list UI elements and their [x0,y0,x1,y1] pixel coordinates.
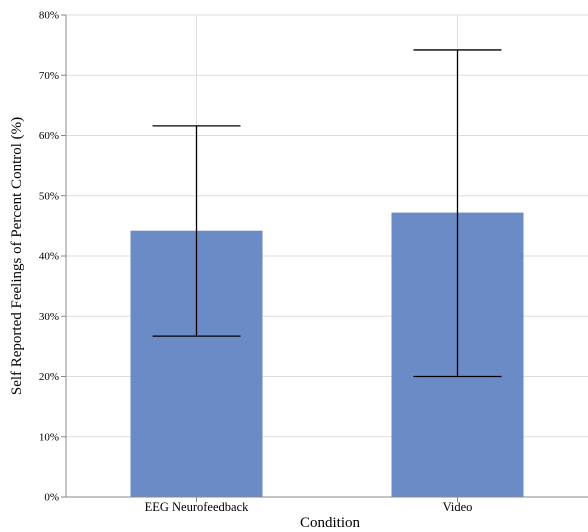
y-tick-label: 70% [39,70,59,82]
y-axis-title: Self Reported Feelings of Percent Contro… [9,117,25,395]
bars [130,212,524,497]
y-tick-labels: 0% 10% 20% 30% 40% 50% 60% 70% 80% [39,10,66,504]
y-tick-label: 80% [39,10,59,22]
y-tick-label: 20% [39,371,59,383]
y-tick-label: 30% [39,311,59,323]
x-tick-label: Video [443,500,473,514]
y-tick-label: 60% [39,130,59,142]
x-axis-title: Condition [300,515,361,531]
x-tick-label: EEG Neurofeedback [145,500,250,514]
y-tick-label: 50% [39,190,59,202]
error-bars [152,49,502,378]
x-tick-labels: EEG Neurofeedback Video [145,497,473,514]
y-tick-label: 40% [39,251,59,263]
y-tick-label: 0% [44,492,59,504]
y-tick-label: 10% [39,431,59,443]
